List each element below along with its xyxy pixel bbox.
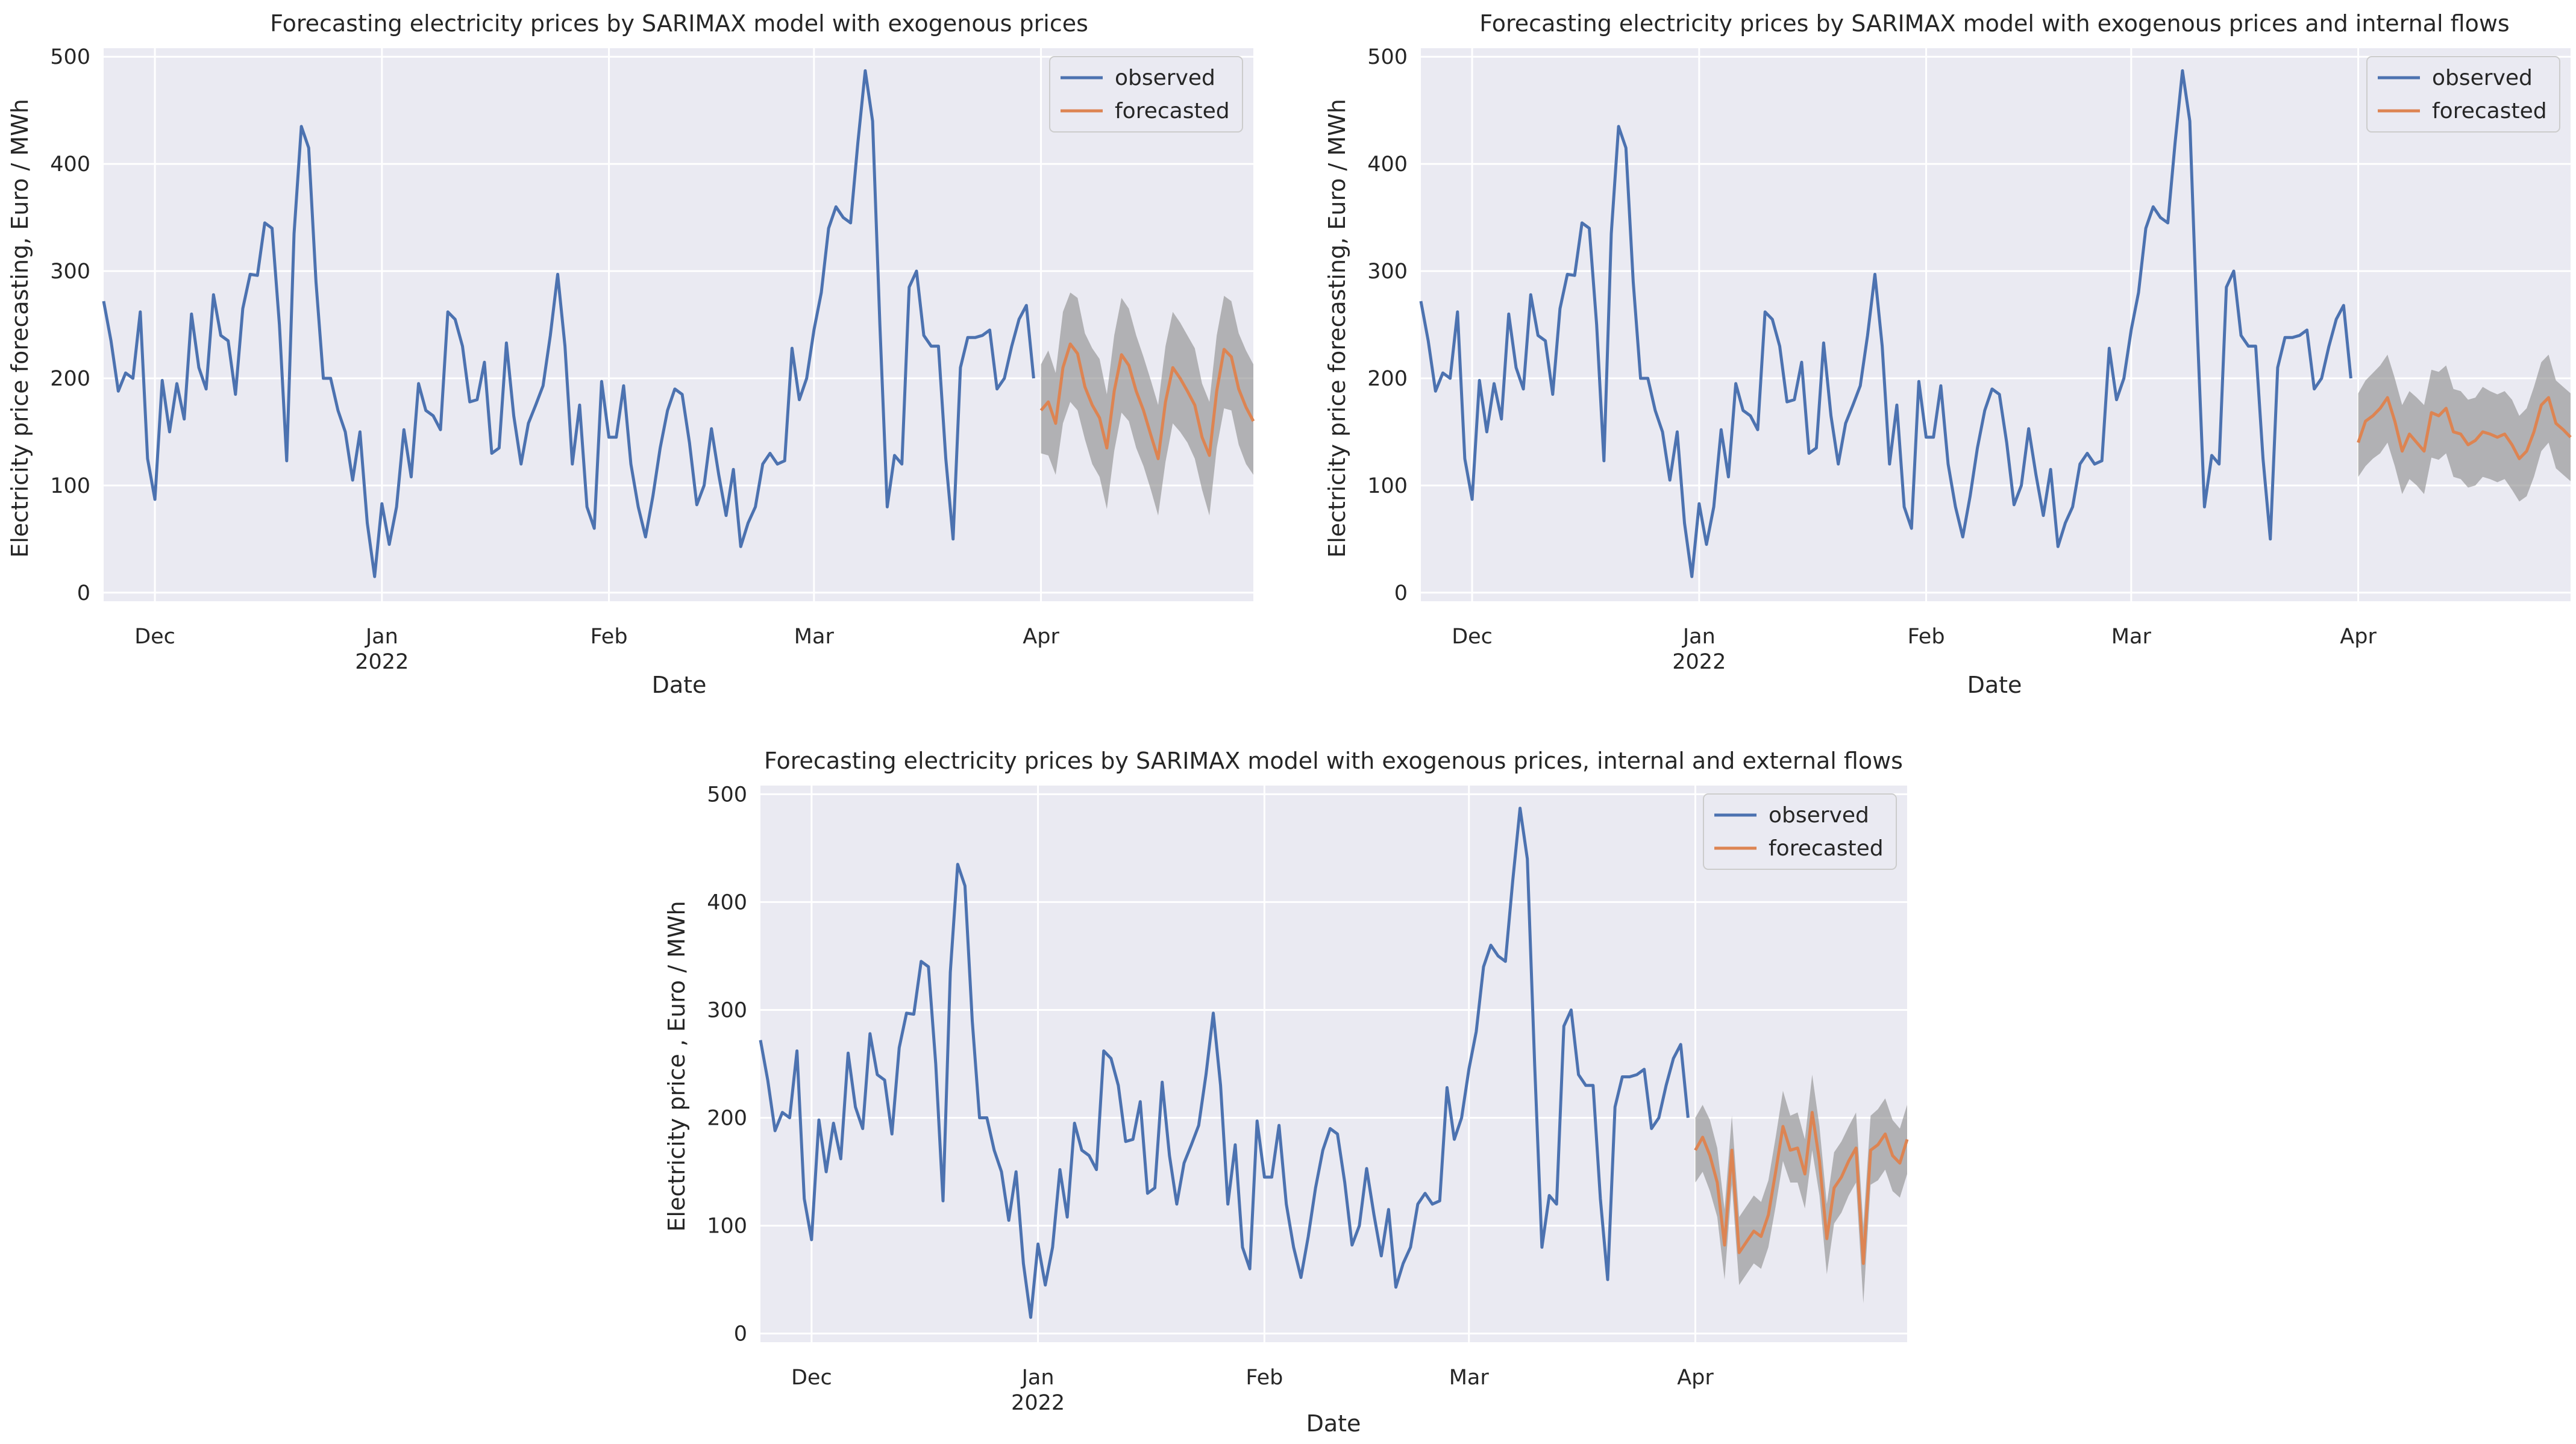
- y-axis-label: Electricity price forecasting, Euro / MW…: [1324, 99, 1350, 558]
- plot-area: [760, 786, 1907, 1342]
- x-tick-sublabel: 2022: [1011, 1391, 1065, 1415]
- x-tick-label: Jan: [1021, 1366, 1055, 1390]
- x-tick-label: Mar: [2111, 625, 2152, 649]
- x-tick-label: Feb: [1908, 625, 1945, 649]
- y-tick-label: 300: [707, 998, 747, 1022]
- y-tick-label: 100: [1367, 474, 1408, 498]
- confidence-band: [1695, 1074, 1907, 1304]
- y-tick-label: 100: [50, 474, 90, 498]
- legend: observed forecasted: [1049, 56, 1243, 133]
- x-axis-label: Date: [652, 672, 707, 698]
- grid: [1421, 48, 2571, 601]
- x-tick-label: Mar: [794, 625, 835, 649]
- confidence-band: [2358, 354, 2571, 502]
- legend: observed forecasted: [1703, 793, 1897, 870]
- x-tick-sublabel: 2022: [1672, 650, 1726, 674]
- legend-label-observed: observed: [2432, 66, 2533, 90]
- x-tick-label: Feb: [591, 625, 628, 649]
- observed-series-line: [759, 807, 1690, 1319]
- x-tick-label: Jan: [1682, 625, 1716, 649]
- x-tick-label: Dec: [134, 625, 175, 649]
- observed-series-line: [1419, 69, 2352, 578]
- y-tick-label: 0: [1394, 581, 1408, 605]
- legend-label-forecasted: forecasted: [1115, 99, 1230, 123]
- x-axis-label: Date: [1967, 672, 2022, 698]
- y-tick-label: 500: [50, 45, 90, 69]
- y-tick-label: 500: [1367, 45, 1408, 69]
- grid: [760, 786, 1907, 1342]
- y-tick-label: 500: [707, 783, 747, 807]
- chart-exogenous-prices-internal-flows: Forecasting electricity prices by SARIMA…: [1324, 10, 2572, 698]
- chart-exogenous-prices-internal-external-flows: Forecasting electricity prices by SARIMA…: [663, 748, 1909, 1437]
- legend-box: [2366, 56, 2560, 133]
- y-tick-label: 400: [1367, 152, 1408, 177]
- y-axis-label: Electricity price forecasting, Euro / MW…: [7, 99, 33, 558]
- legend-label-observed: observed: [1769, 803, 1869, 828]
- x-tick-label: Mar: [1449, 1366, 1490, 1390]
- y-tick-label: 0: [77, 581, 90, 605]
- y-tick-label: 200: [707, 1107, 747, 1131]
- y-tick-label: 100: [707, 1214, 747, 1239]
- y-tick-label: 400: [50, 152, 90, 177]
- x-tick-label: Apr: [1677, 1366, 1714, 1390]
- y-tick-label: 0: [734, 1322, 747, 1346]
- y-tick-label: 200: [1367, 367, 1408, 391]
- x-tick-label: Dec: [791, 1366, 832, 1390]
- y-axis-label: Electricity price , Euro / MWh: [663, 901, 690, 1231]
- y-tick-label: 300: [1367, 260, 1408, 284]
- legend-box: [1703, 793, 1897, 870]
- y-tick-label: 300: [50, 260, 90, 284]
- x-tick-label: Dec: [1452, 625, 1493, 649]
- x-tick-label: Jan: [365, 625, 398, 649]
- chart-title: Forecasting electricity prices by SARIMA…: [764, 748, 1903, 774]
- legend-label-observed: observed: [1115, 66, 1215, 90]
- y-tick-label: 400: [707, 890, 747, 914]
- legend: observed forecasted: [2366, 56, 2560, 133]
- legend-label-forecasted: forecasted: [2432, 99, 2547, 123]
- forecasted-series-line: [2357, 396, 2572, 460]
- forecasted-series-line: [1039, 342, 1255, 460]
- x-tick-label: Apr: [2340, 625, 2377, 649]
- x-axis-label: Date: [1306, 1410, 1361, 1437]
- legend-label-forecasted: forecasted: [1769, 836, 1884, 861]
- chart-title: Forecasting electricity prices by SARIMA…: [270, 10, 1088, 37]
- chart-exogenous-prices: Forecasting electricity prices by SARIMA…: [7, 10, 1255, 698]
- y-tick-label: 200: [50, 367, 90, 391]
- observed-series-line: [102, 69, 1035, 578]
- chart-title: Forecasting electricity prices by SARIMA…: [1479, 10, 2509, 37]
- x-tick-label: Apr: [1023, 625, 1059, 649]
- plot-area: [1421, 48, 2571, 601]
- legend-box: [1049, 56, 1243, 133]
- confidence-band: [1041, 292, 1253, 516]
- forecasted-series-line: [1694, 1111, 1909, 1265]
- x-tick-sublabel: 2022: [355, 650, 409, 674]
- x-tick-label: Feb: [1246, 1366, 1283, 1390]
